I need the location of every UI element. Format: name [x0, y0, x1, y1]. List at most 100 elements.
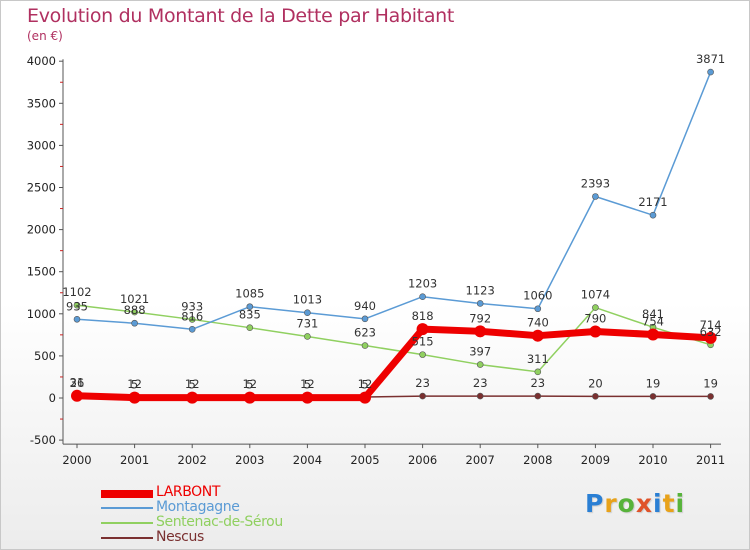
logo-letter: i [653, 489, 663, 518]
x-tick-label: 2010 [638, 453, 667, 467]
data-point-montagagne [476, 300, 484, 307]
x-tick-label: 2007 [466, 453, 495, 467]
data-point-montagagne [707, 68, 714, 76]
data-label-nescus: 19 [703, 376, 718, 390]
data-point-larbont [589, 325, 602, 338]
legend-swatch-montagagne [101, 507, 153, 509]
x-tick-label: 2009 [581, 453, 610, 467]
data-label-larbont: 754 [642, 315, 664, 329]
data-point-sentenac [534, 368, 542, 376]
data-point-nescus [649, 393, 657, 400]
logo-letter: t [662, 489, 676, 518]
y-tick-label: 500 [34, 349, 56, 363]
data-point-montagagne [73, 315, 81, 323]
data-label-montagagne: 1123 [466, 283, 495, 297]
data-label-larbont: 792 [469, 311, 491, 325]
data-label-montagagne: 935 [66, 299, 88, 313]
data-label-larbont: 790 [584, 311, 606, 325]
data-label-nescus: 12 [358, 377, 373, 391]
data-label-montagagne: 888 [124, 303, 146, 317]
x-tick-label: 2003 [235, 453, 264, 467]
data-point-sentenac [131, 308, 138, 316]
logo-letter: x [635, 489, 653, 518]
legend-item-nescus: Nescus [101, 529, 361, 545]
data-point-montagagne [361, 315, 369, 323]
y-tick-label: 3500 [27, 96, 56, 110]
legend-swatch-nescus [101, 537, 153, 539]
logo-letter: P [585, 489, 605, 518]
data-label-sentenac: 933 [181, 299, 203, 313]
data-label-sentenac: 1074 [581, 288, 610, 302]
data-label-sentenac: 835 [239, 308, 261, 322]
data-point-nescus [592, 393, 599, 400]
data-label-montagagne: 2393 [581, 177, 610, 191]
data-point-sentenac [73, 301, 81, 309]
data-label-larbont: 26 [70, 376, 85, 390]
data-point-larbont [416, 323, 429, 336]
data-label-nescus: 31 [70, 375, 85, 389]
data-point-montagagne [534, 305, 542, 313]
data-label-nescus: 20 [588, 376, 603, 390]
data-label-sentenac: 632 [700, 325, 722, 339]
proxiti-logo: Proxiti [585, 489, 685, 518]
data-point-larbont [301, 391, 314, 404]
x-tick-label: 2001 [120, 453, 149, 467]
data-label-larbont: 5 [361, 378, 368, 392]
data-point-larbont [704, 331, 717, 344]
data-point-nescus [534, 392, 542, 400]
data-point-larbont [71, 389, 83, 402]
data-label-sentenac: 841 [642, 307, 664, 321]
data-label-nescus: 12 [127, 377, 142, 391]
data-label-montagagne: 1203 [408, 277, 437, 291]
data-label-nescus: 12 [300, 377, 315, 391]
logo-letter: i [675, 489, 686, 518]
x-tick-label: 2006 [408, 453, 437, 467]
data-point-larbont [531, 329, 544, 342]
data-label-larbont: 5 [131, 378, 138, 392]
data-label-nescus: 12 [242, 377, 257, 391]
x-tick-label: 2011 [696, 453, 725, 467]
data-point-montagagne [246, 303, 254, 310]
x-tick-label: 2008 [523, 453, 552, 467]
y-tick-label: 2000 [27, 223, 56, 237]
data-label-montagagne: 816 [181, 309, 203, 323]
data-label-larbont: 740 [527, 316, 549, 330]
data-point-sentenac [361, 342, 369, 349]
data-label-montagagne: 940 [354, 299, 376, 313]
data-label-nescus: 23 [473, 376, 488, 390]
data-label-larbont: 5 [189, 378, 196, 392]
data-point-larbont [647, 328, 659, 341]
data-label-montagagne: 2171 [638, 195, 667, 209]
data-point-montagagne [304, 309, 311, 317]
logo-letter: o [617, 489, 636, 518]
legend-label-montagagne: Montagagne [156, 499, 240, 515]
x-tick-label: 2000 [62, 453, 91, 467]
data-point-larbont [243, 391, 256, 404]
data-label-sentenac: 311 [527, 352, 549, 366]
data-point-nescus [476, 392, 484, 400]
data-label-sentenac: 397 [469, 345, 491, 359]
data-point-sentenac [476, 361, 484, 368]
chart-title: Evolution du Montant de la Dette par Hab… [27, 5, 455, 27]
data-label-montagagne: 1013 [293, 293, 322, 307]
data-point-larbont [474, 325, 487, 338]
data-label-nescus: 19 [646, 376, 661, 390]
y-tick-label: 1000 [27, 307, 56, 321]
data-label-sentenac: 623 [354, 326, 376, 340]
data-label-sentenac: 515 [412, 335, 434, 349]
y-tick-label: 4000 [27, 54, 56, 68]
data-label-montagagne: 1060 [523, 289, 552, 303]
data-label-larbont: 714 [700, 318, 722, 332]
chart-unit: (en €) [27, 29, 63, 43]
legend-item-montagagne: Montagagne [101, 499, 361, 515]
data-label-sentenac: 731 [296, 316, 318, 330]
data-point-larbont [359, 391, 371, 404]
series-line-sentenac [76, 304, 711, 373]
data-point-montagagne [188, 325, 196, 333]
data-point-sentenac [419, 351, 426, 358]
data-label-sentenac: 1102 [62, 285, 91, 299]
x-tick-label: 2002 [178, 453, 207, 467]
data-label-larbont: 5 [304, 378, 311, 392]
y-tick-label: 0 [49, 391, 56, 405]
